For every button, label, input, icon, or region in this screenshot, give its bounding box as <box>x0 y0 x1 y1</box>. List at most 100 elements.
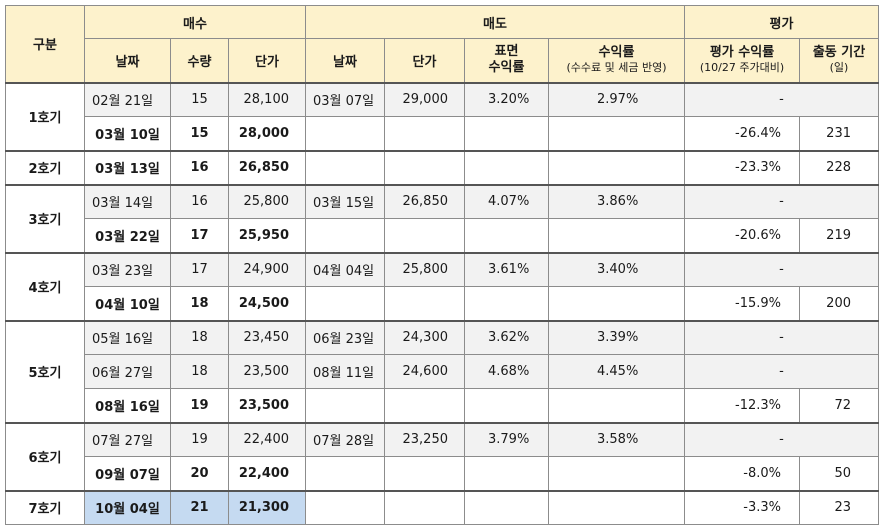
header-buy-price: 단가 <box>228 38 306 83</box>
buy-qty: 20 <box>170 456 229 491</box>
surface-return: 3.79% <box>464 421 549 457</box>
group-label: 5호기 <box>5 319 85 423</box>
buy-qty: 18 <box>170 319 229 355</box>
table-row: 4호기 03월 23일 17 24,900 04월 04일 25,800 3.6… <box>5 251 879 321</box>
surface-return <box>464 456 549 491</box>
table-row: 6호기 07월 27일 19 22,400 07월 28일 23,250 3.7… <box>5 421 879 491</box>
eval-return: -15.9% <box>684 286 800 321</box>
buy-qty: 19 <box>170 388 229 423</box>
header-buy-qty: 수량 <box>170 38 229 83</box>
table-row: 03월 22일 17 25,950 -20.6% 219 <box>6 218 879 253</box>
table-row: 08월 16일 19 23,500 -12.3% 72 <box>6 388 879 423</box>
header-period: 출동 기간 (일) <box>799 38 879 83</box>
surface-return: 4.07% <box>464 183 549 219</box>
net-return <box>548 116 685 151</box>
surface-return <box>464 286 549 321</box>
sell-date: 08월 11일 <box>305 354 385 389</box>
table-row: 06월 27일 18 23,500 08월 11일 24,600 4.68% 4… <box>6 354 879 389</box>
buy-price: 25,800 <box>228 183 306 219</box>
group-label: 1호기 <box>5 81 85 151</box>
surface-return: 3.61% <box>464 251 549 287</box>
buy-date: 02월 21일 <box>84 81 171 117</box>
surface-return <box>464 149 549 185</box>
header-surface-line2: 수익률 <box>488 60 525 76</box>
buy-price: 23,500 <box>228 388 306 423</box>
period-days: 219 <box>799 218 879 253</box>
net-return <box>548 489 685 525</box>
header-group: 구분 <box>5 5 85 83</box>
header-period-line1: 출동 기간 <box>812 45 866 61</box>
sell-date <box>305 456 385 491</box>
period-days: 50 <box>799 456 879 491</box>
net-return: 2.97% <box>548 81 685 117</box>
net-return <box>548 218 685 253</box>
header-eval: 평가 <box>684 5 879 39</box>
surface-return <box>464 218 549 253</box>
eval-return: -23.3% <box>684 149 800 185</box>
table-row: 09월 07일 20 22,400 -8.0% 50 <box>6 456 879 491</box>
period-days: 23 <box>799 489 879 525</box>
buy-date: 04월 10일 <box>84 286 171 321</box>
sell-price <box>384 456 465 491</box>
eval-return: -3.3% <box>684 489 800 525</box>
sell-price <box>384 286 465 321</box>
header-return: 수익률 (수수료 및 세금 반영) <box>548 38 685 83</box>
period-days: 72 <box>799 388 879 423</box>
sell-date: 03월 07일 <box>305 81 385 117</box>
net-return: 3.39% <box>548 319 685 355</box>
sell-price <box>384 218 465 253</box>
buy-date: 05월 16일 <box>84 319 171 355</box>
net-return: 3.86% <box>548 183 685 219</box>
buy-date: 03월 14일 <box>84 183 171 219</box>
net-return <box>548 388 685 423</box>
eval-dash: - <box>684 251 879 287</box>
group-label: 2호기 <box>5 149 85 185</box>
buy-date: 06월 27일 <box>84 354 171 389</box>
buy-date: 09월 07일 <box>84 456 171 491</box>
group-label: 3호기 <box>5 183 85 253</box>
surface-return: 3.62% <box>464 319 549 355</box>
sell-price: 25,800 <box>384 251 465 287</box>
net-return: 3.40% <box>548 251 685 287</box>
net-return: 4.45% <box>548 354 685 389</box>
buy-qty: 15 <box>170 81 229 117</box>
sell-price <box>384 116 465 151</box>
group-label: 6호기 <box>5 421 85 491</box>
buy-qty: 18 <box>170 286 229 321</box>
buy-price: 28,100 <box>228 81 306 117</box>
surface-return <box>464 489 549 525</box>
header-eval-return: 평가 수익률 (10/27 주가대비) <box>684 38 800 83</box>
buy-price: 25,950 <box>228 218 306 253</box>
group-label: 4호기 <box>5 251 85 321</box>
net-return: 3.58% <box>548 421 685 457</box>
table-row: 04월 10일 18 24,500 -15.9% 200 <box>6 286 879 321</box>
net-return <box>548 456 685 491</box>
table-row: 1호기 02월 21일 15 28,100 03월 07일 29,000 3.2… <box>5 81 879 151</box>
period-days: 228 <box>799 149 879 185</box>
buy-price: 24,500 <box>228 286 306 321</box>
buy-price: 22,400 <box>228 456 306 491</box>
sell-date <box>305 116 385 151</box>
buy-price: 23,450 <box>228 319 306 355</box>
sell-date <box>305 149 385 185</box>
sell-date: 06월 23일 <box>305 319 385 355</box>
surface-return: 4.68% <box>464 354 549 389</box>
sell-price <box>384 388 465 423</box>
buy-qty: 16 <box>170 183 229 219</box>
header-return-line2: (수수료 및 세금 반영) <box>566 61 667 75</box>
buy-qty: 17 <box>170 251 229 287</box>
buy-qty: 21 <box>170 489 229 525</box>
buy-date: 03월 22일 <box>84 218 171 253</box>
header-eval-line2: (10/27 주가대비) <box>699 61 785 75</box>
table-row: 2호기 03월 13일 16 26,850 -23.3% 228 <box>5 149 879 185</box>
sell-date <box>305 388 385 423</box>
sell-price: 24,600 <box>384 354 465 389</box>
sell-price: 23,250 <box>384 421 465 457</box>
eval-dash: - <box>684 421 879 457</box>
header-sell-date: 날짜 <box>305 38 385 83</box>
header-eval-line1: 평가 수익률 <box>709 45 775 61</box>
surface-return <box>464 116 549 151</box>
sell-price: 29,000 <box>384 81 465 117</box>
table-row: 3호기 03월 14일 16 25,800 03월 15일 26,850 4.0… <box>5 183 879 253</box>
eval-dash: - <box>684 81 879 117</box>
